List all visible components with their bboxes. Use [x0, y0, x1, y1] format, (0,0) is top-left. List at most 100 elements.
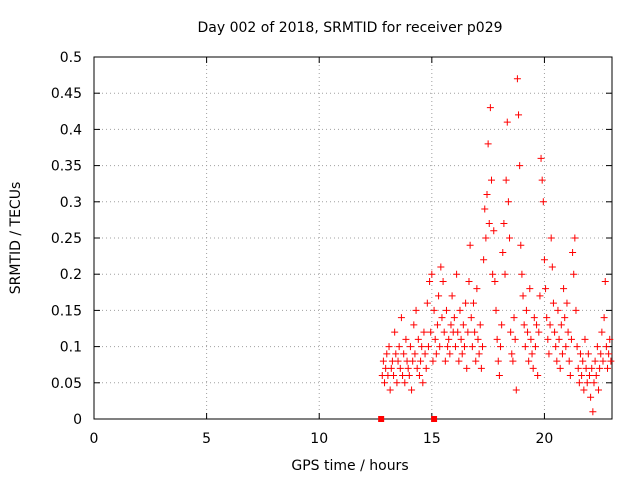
data-point — [397, 314, 405, 322]
data-point — [438, 314, 446, 322]
axis-ticks: 0 0.05 0.1 0.15 0.2 0.25 0.3 0.35 0.4 0.45 0.5 0 5 10… — [51, 50, 612, 447]
x-axis-label: GPS time / hours — [291, 458, 408, 474]
data-point — [415, 372, 423, 380]
data-point — [400, 350, 408, 358]
data-point — [464, 328, 472, 336]
scatter-points — [378, 75, 615, 422]
data-point — [432, 350, 440, 358]
data-point — [579, 357, 587, 365]
data-point — [414, 335, 422, 343]
data-point — [530, 314, 538, 322]
data-point — [539, 198, 547, 206]
data-point — [517, 241, 525, 249]
data-point — [488, 176, 496, 184]
data-point — [533, 321, 541, 329]
y-tick-label: 0.4 — [60, 122, 82, 138]
x-tick-label: 5 — [202, 431, 211, 447]
data-point — [467, 314, 475, 322]
data-point — [558, 350, 566, 358]
data-point — [451, 343, 459, 351]
data-point — [520, 321, 528, 329]
grid-lines — [94, 57, 612, 419]
data-point — [589, 408, 597, 416]
data-point — [509, 357, 517, 365]
data-point — [543, 314, 551, 322]
data-point — [423, 299, 431, 307]
data-point — [437, 263, 445, 271]
data-point — [458, 350, 466, 358]
data-point — [410, 321, 418, 329]
data-point — [508, 350, 516, 358]
data-point — [427, 328, 435, 336]
data-point — [419, 379, 427, 387]
data-point — [506, 234, 514, 242]
data-point — [560, 285, 568, 293]
data-point — [490, 227, 498, 235]
data-point — [385, 343, 393, 351]
data-point — [603, 364, 611, 372]
data-point — [439, 277, 447, 285]
data-point — [465, 277, 473, 285]
zero-marker — [378, 416, 385, 422]
y-tick-label: 0.05 — [51, 376, 82, 392]
data-point — [418, 343, 426, 351]
plot-frame — [93, 56, 613, 420]
data-point — [512, 386, 520, 394]
data-point — [381, 379, 389, 387]
data-point — [591, 357, 599, 365]
data-point — [479, 343, 486, 351]
data-point — [462, 299, 470, 307]
data-point — [456, 306, 464, 314]
data-point — [494, 357, 502, 365]
data-point — [518, 270, 526, 278]
y-tick-label: 0.15 — [51, 303, 82, 319]
data-point — [379, 357, 387, 365]
data-point — [387, 364, 395, 372]
data-point — [475, 350, 483, 358]
data-point — [402, 335, 410, 343]
data-point — [557, 321, 565, 329]
data-point — [481, 205, 489, 213]
data-point — [564, 328, 572, 336]
data-point — [535, 328, 543, 336]
data-point — [430, 306, 438, 314]
data-point — [383, 350, 391, 358]
data-point — [581, 335, 589, 343]
data-point — [519, 292, 527, 300]
data-point — [482, 234, 490, 242]
data-point — [440, 328, 448, 336]
data-point — [404, 364, 412, 372]
chart-title: Day 002 of 2018, SRMTID for receiver p02… — [197, 20, 502, 36]
data-point — [605, 350, 613, 358]
data-point — [584, 350, 592, 358]
data-point — [444, 343, 452, 351]
data-point — [600, 314, 608, 322]
data-point — [573, 343, 581, 351]
data-point — [569, 248, 577, 256]
data-point — [472, 357, 480, 365]
data-point — [454, 328, 462, 336]
y-tick-label: 0 — [73, 412, 82, 428]
data-point — [529, 364, 537, 372]
data-point — [597, 350, 605, 358]
data-point — [450, 314, 458, 322]
data-point — [489, 270, 497, 278]
data-point — [474, 335, 482, 343]
data-point — [574, 364, 582, 372]
y-tick-label: 0.3 — [60, 195, 82, 211]
data-point — [493, 335, 501, 343]
data-point — [587, 393, 595, 401]
x-tick-label: 0 — [90, 431, 99, 447]
data-point — [596, 364, 604, 372]
data-point — [391, 328, 399, 336]
data-point — [570, 270, 578, 278]
data-point — [447, 321, 455, 329]
data-point — [473, 285, 481, 293]
data-point — [459, 321, 467, 329]
data-point — [598, 328, 606, 336]
data-point — [511, 335, 519, 343]
data-point — [469, 299, 477, 307]
data-point — [460, 343, 468, 351]
data-point — [572, 306, 580, 314]
data-point — [549, 299, 557, 307]
